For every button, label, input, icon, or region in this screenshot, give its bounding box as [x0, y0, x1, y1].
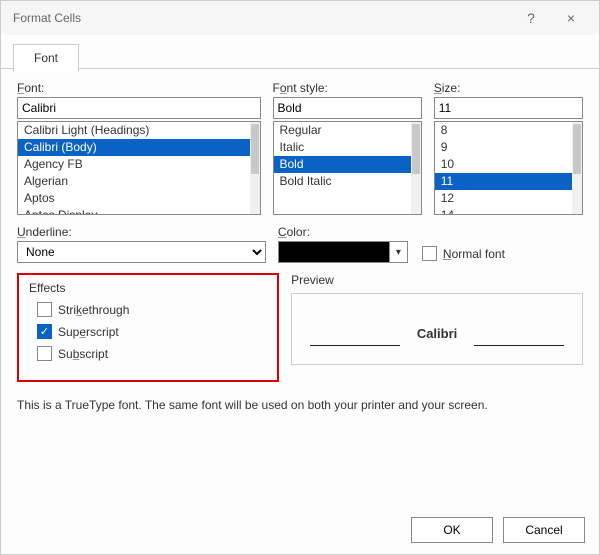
close-icon[interactable]: × [551, 4, 591, 32]
preview-box: Calibri [291, 293, 583, 365]
style-scrollbar[interactable] [411, 122, 421, 214]
tab-font[interactable]: Font [13, 44, 79, 72]
size-input[interactable] [434, 97, 583, 119]
preview-label: Preview [291, 273, 583, 287]
font-note: This is a TrueType font. The same font w… [17, 398, 583, 412]
color-swatch [279, 242, 389, 262]
effects-group: Effects Strikethrough ✓ Superscript Subs… [17, 273, 279, 382]
list-item[interactable]: Bold Italic [274, 173, 411, 190]
effects-label: Effects [29, 281, 267, 295]
normal-font-label: Normal font [443, 247, 505, 261]
font-label: Font: [17, 81, 261, 95]
titlebar: Format Cells ? × [1, 1, 599, 35]
preview-sample: Calibri [417, 326, 457, 341]
size-scrollbar[interactable] [572, 122, 582, 214]
list-item[interactable]: 14 [435, 207, 572, 215]
chevron-down-icon[interactable]: ▾ [389, 242, 407, 262]
list-item[interactable]: Aptos Display [18, 207, 250, 215]
size-listbox[interactable]: 8910111214 [434, 121, 583, 215]
ok-button[interactable]: OK [411, 517, 493, 543]
list-item[interactable]: 11 [435, 173, 572, 190]
color-label: Color: [278, 225, 408, 239]
strikethrough-checkbox[interactable] [37, 302, 52, 317]
list-item[interactable]: Algerian [18, 173, 250, 190]
underline-label: Underline: [17, 225, 266, 239]
superscript-label: Superscript [58, 325, 119, 339]
normal-font-checkbox[interactable] [422, 246, 437, 261]
dialog-title: Format Cells [13, 11, 511, 25]
list-item[interactable]: Calibri (Body) [18, 139, 250, 156]
font-input[interactable] [17, 97, 261, 119]
list-item[interactable]: Calibri Light (Headings) [18, 122, 250, 139]
style-label: Font style: [273, 81, 422, 95]
dialog-content: Font: Calibri Light (Headings)Calibri (B… [1, 69, 599, 504]
list-item[interactable]: 8 [435, 122, 572, 139]
underline-select[interactable]: None [17, 241, 266, 263]
subscript-checkbox[interactable] [37, 346, 52, 361]
tabstrip: Font [1, 35, 599, 69]
superscript-checkbox[interactable]: ✓ [37, 324, 52, 339]
style-input[interactable] [273, 97, 422, 119]
list-item[interactable]: 12 [435, 190, 572, 207]
strikethrough-label: Strikethrough [58, 303, 129, 317]
subscript-label: Subscript [58, 347, 108, 361]
font-scrollbar[interactable] [250, 122, 260, 214]
format-cells-dialog: Format Cells ? × Font Font: Calibri Ligh… [0, 0, 600, 555]
list-item[interactable]: Italic [274, 139, 411, 156]
list-item[interactable]: 9 [435, 139, 572, 156]
list-item[interactable]: Agency FB [18, 156, 250, 173]
font-listbox[interactable]: Calibri Light (Headings)Calibri (Body)Ag… [17, 121, 261, 215]
style-listbox[interactable]: RegularItalicBoldBold Italic [273, 121, 422, 215]
list-item[interactable]: 10 [435, 156, 572, 173]
size-label: Size: [434, 81, 583, 95]
dialog-footer: OK Cancel [1, 504, 599, 554]
list-item[interactable]: Regular [274, 122, 411, 139]
list-item[interactable]: Aptos [18, 190, 250, 207]
color-picker[interactable]: ▾ [278, 241, 408, 263]
cancel-button[interactable]: Cancel [503, 517, 585, 543]
help-icon[interactable]: ? [511, 4, 551, 32]
list-item[interactable]: Bold [274, 156, 411, 173]
